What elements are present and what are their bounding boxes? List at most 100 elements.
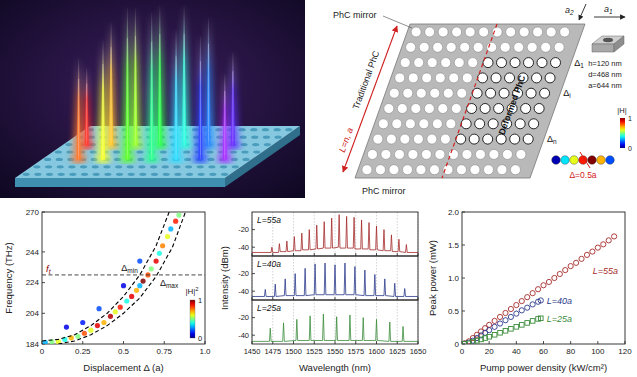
- deformed-hole: [545, 73, 555, 83]
- mode-point: [173, 219, 178, 224]
- beam-glow: [97, 40, 109, 160]
- tick-label: 1475: [264, 347, 281, 356]
- hole: [367, 149, 377, 159]
- tick: [397, 297, 398, 300]
- slab-hole: [239, 136, 246, 139]
- data-point: [563, 267, 568, 272]
- beam: [101, 40, 105, 160]
- tick: [335, 297, 336, 300]
- slab-hole: [197, 165, 204, 168]
- hole: [430, 88, 440, 98]
- label-sub: 2: [569, 9, 574, 16]
- mode-point: [168, 226, 173, 231]
- beam-base: [218, 157, 232, 163]
- tick: [82, 341, 83, 344]
- slab-hole: [221, 173, 228, 176]
- data-point: [519, 308, 524, 313]
- hole: [375, 165, 385, 175]
- deformed-hole: [510, 58, 520, 68]
- tick: [462, 278, 465, 279]
- hole: [510, 165, 520, 175]
- tick-label: 1.0: [448, 274, 460, 283]
- slab-hole: [186, 173, 193, 176]
- hole: [452, 27, 462, 37]
- label-sub: 1: [609, 8, 613, 15]
- slab-hole: [231, 158, 238, 161]
- deformed-hole: [523, 134, 533, 144]
- deformed-hole: [486, 88, 496, 98]
- hole: [392, 119, 402, 129]
- beam-base: [72, 157, 86, 163]
- hole: [446, 42, 456, 52]
- tick: [252, 297, 253, 300]
- deformed-hole: [475, 119, 485, 129]
- hole: [403, 88, 413, 98]
- tick: [42, 212, 45, 213]
- mode-point: [176, 212, 181, 217]
- slab-hole: [241, 150, 248, 153]
- data-point: [590, 249, 595, 254]
- tick: [570, 341, 571, 344]
- plot-area: [252, 314, 418, 341]
- beam-core: [127, 38, 128, 160]
- mode-point: [165, 234, 170, 239]
- diagram: PhC mirrorPhC mirrora1a2Traditional PhCL…: [333, 4, 632, 196]
- axes: 145014751500152515501575160016251650-40-…: [238, 300, 426, 373]
- tick: [462, 311, 465, 312]
- label: |H|2: [185, 286, 198, 296]
- slab-hole: [127, 165, 134, 168]
- slab-hole: [93, 173, 100, 176]
- vector-arrow: [579, 4, 586, 20]
- hole: [381, 149, 391, 159]
- deformed-hole: [534, 104, 544, 114]
- field-mode: [561, 156, 570, 165]
- grid-line: [335, 300, 336, 344]
- beam-core: [184, 34, 185, 146]
- hole: [435, 73, 445, 83]
- beam-core: [151, 42, 152, 160]
- figure: PhC mirrorPhC mirrora1a2Traditional PhCL…: [0, 0, 637, 377]
- slab-hole: [207, 158, 214, 161]
- spectrum: [252, 215, 418, 253]
- tick-label: 1.0: [199, 347, 211, 356]
- data-point: [508, 314, 513, 319]
- data-point: [530, 319, 535, 324]
- hole: [462, 73, 472, 83]
- field-mode: [552, 156, 561, 165]
- threshold-line: [42, 274, 205, 275]
- label: ft: [46, 263, 52, 275]
- slab-hole: [116, 173, 123, 176]
- deformed-hole: [526, 88, 536, 98]
- tick-label: -20: [238, 313, 249, 322]
- slab-hole: [162, 165, 169, 168]
- mode-point: [108, 314, 113, 319]
- data-point: [519, 323, 524, 328]
- tick-label: 270: [26, 208, 40, 217]
- data-point: [538, 298, 543, 303]
- data-point: [497, 314, 502, 319]
- deformed-hole: [505, 73, 515, 83]
- deformed-hole: [532, 73, 542, 83]
- tick: [42, 313, 45, 314]
- tick-label: -40: [238, 287, 249, 296]
- grid-line: [397, 256, 398, 300]
- hole: [454, 58, 464, 68]
- mode-point: [160, 243, 165, 248]
- tick-label: 0: [40, 347, 45, 356]
- data-point: [579, 256, 584, 261]
- tick-label: 1.5: [448, 241, 460, 250]
- data-point: [487, 322, 492, 327]
- data-point: [503, 310, 508, 315]
- beam-core: [176, 56, 177, 159]
- slab-hole: [104, 173, 111, 176]
- tick: [597, 341, 598, 344]
- label: a1: [604, 4, 613, 15]
- beam: [125, 8, 129, 160]
- beam-core: [86, 83, 87, 145]
- label: Δmax: [160, 278, 179, 289]
- data-point: [541, 283, 546, 288]
- slab-front: [15, 178, 225, 187]
- slab-hole: [44, 158, 51, 161]
- tick-label: -20: [238, 269, 249, 278]
- region-label: Deformed PhC: [497, 73, 528, 136]
